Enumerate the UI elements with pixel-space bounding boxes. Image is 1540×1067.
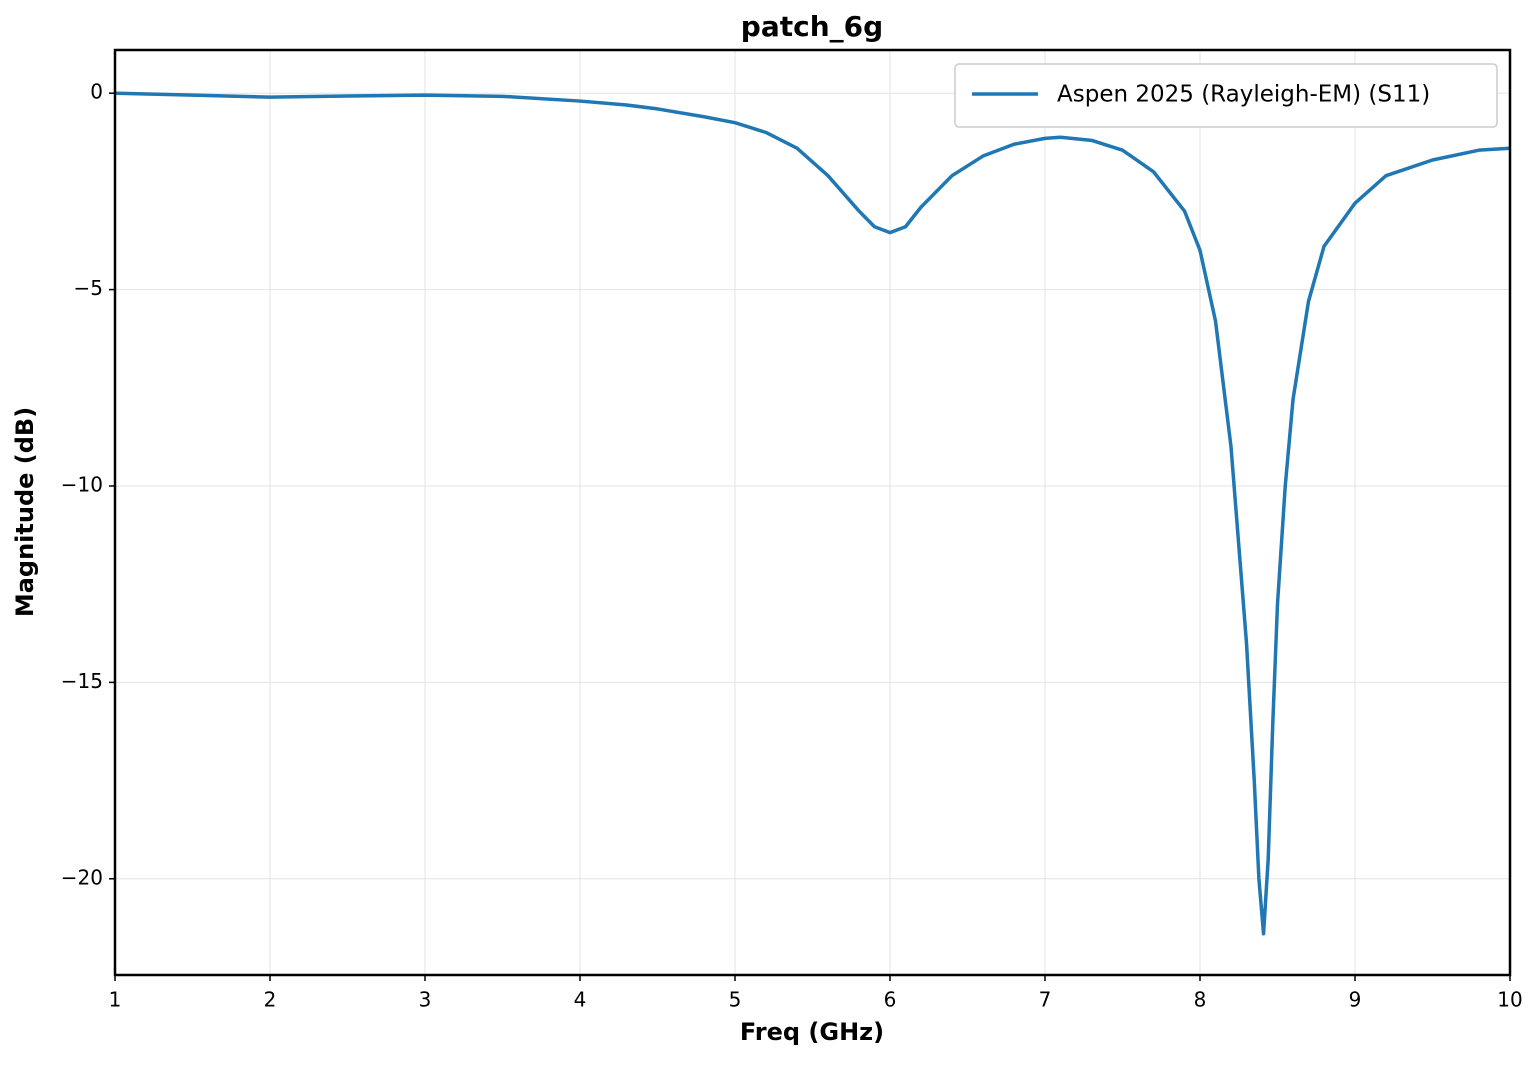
x-tick-label: 10 (1497, 988, 1522, 1012)
plot-frame (113, 48, 1512, 977)
x-tick-label: 3 (419, 988, 432, 1012)
y-tick-label: −20 (61, 865, 103, 889)
x-tick-label: 9 (1349, 988, 1362, 1012)
legend-box (954, 63, 1498, 128)
x-tick-label: 1 (109, 988, 122, 1012)
x-axis-label: Freq (GHz) (740, 1018, 884, 1046)
x-tick-label: 7 (1039, 988, 1052, 1012)
y-tick-label: 0 (90, 80, 103, 104)
y-tick-label: −5 (74, 276, 103, 300)
x-tick-label: 2 (264, 988, 277, 1012)
x-tick-label: 5 (729, 988, 742, 1012)
y-tick-label: −10 (61, 472, 103, 496)
y-axis-label: Magnitude (dB) (11, 407, 39, 617)
y-tick-label: −15 (61, 669, 103, 693)
chart-title: patch_6g (741, 10, 883, 43)
x-tick-label: 8 (1194, 988, 1207, 1012)
x-tick-label: 6 (884, 988, 897, 1012)
data-line (114, 91, 1511, 936)
legend-label: Aspen 2025 (Rayleigh-EM) (S11) (1057, 82, 1430, 108)
x-tick-label: 4 (574, 988, 587, 1012)
